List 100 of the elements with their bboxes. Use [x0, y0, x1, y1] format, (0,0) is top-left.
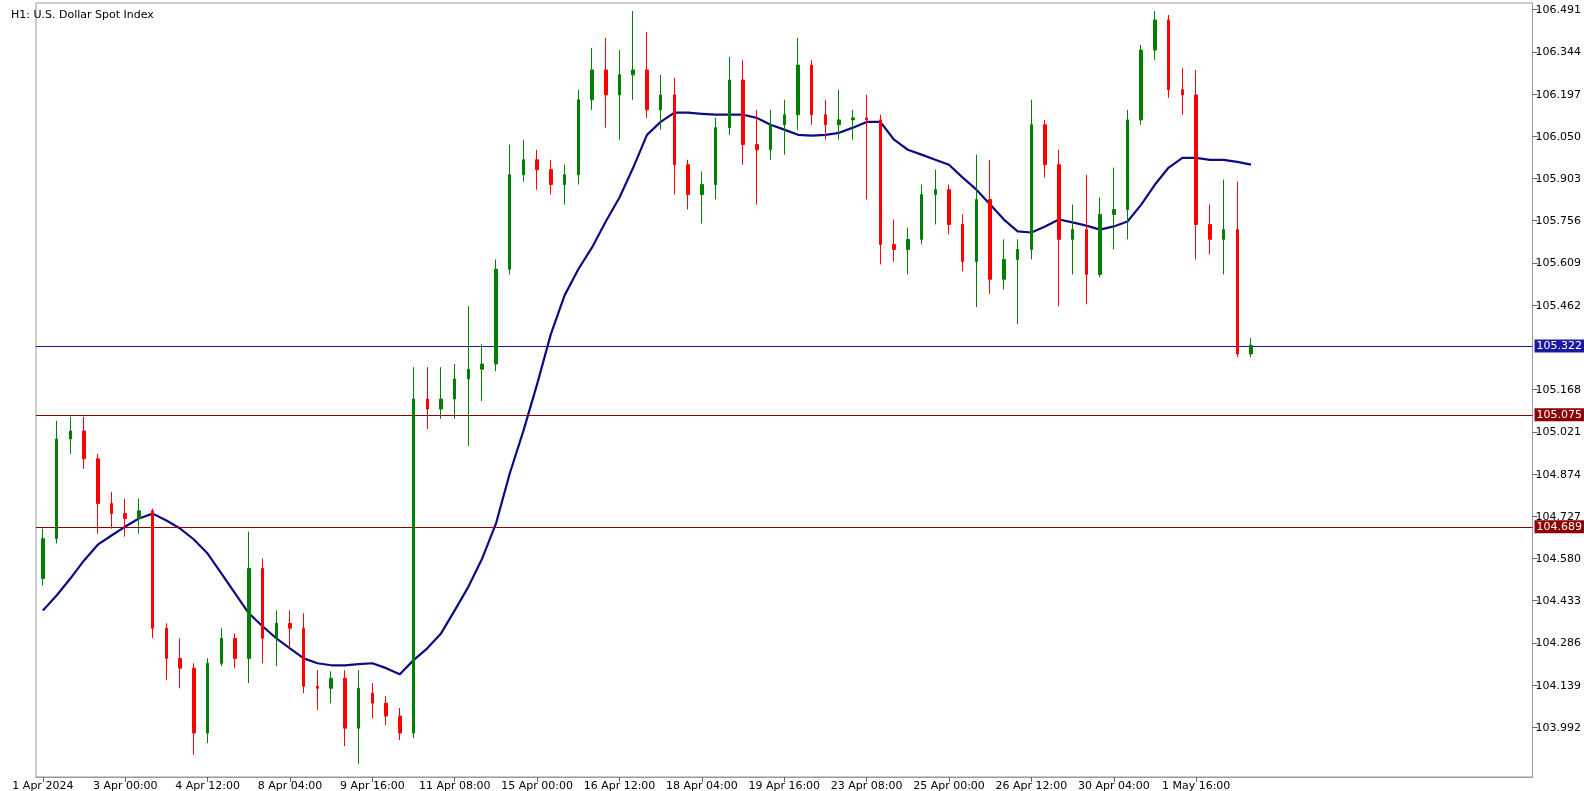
candlestick: [206, 657, 209, 744]
candlestick: [1016, 238, 1019, 325]
candlestick: [1236, 181, 1239, 358]
candlestick: [535, 149, 539, 191]
candlestick: [631, 10, 635, 101]
x-tick-label: 1 Apr 2024: [12, 779, 74, 791]
y-tick-label: 105.756: [1535, 214, 1582, 228]
candlestick: [796, 37, 800, 131]
candlestick: [261, 557, 264, 664]
candlestick: [1194, 69, 1198, 260]
candlestick: [700, 171, 704, 225]
candlestick: [1249, 337, 1253, 358]
candlestick: [879, 114, 882, 265]
candlestick: [824, 99, 827, 141]
candlestick: [728, 56, 731, 136]
candlestick: [920, 184, 923, 246]
candlestick: [96, 453, 100, 535]
candlestick: [384, 695, 388, 726]
candlestick: [1057, 149, 1061, 307]
candlestick: [741, 59, 745, 166]
y-tick-label: 104.727: [1535, 509, 1582, 523]
candlestick: [302, 612, 305, 694]
x-tick-label: 30 Apr 04:00: [1077, 779, 1150, 791]
x-tick-label: 8 Apr 04:00: [257, 779, 323, 791]
candlestick: [577, 89, 580, 186]
candlestick: [137, 498, 141, 535]
y-tick-label: 105.168: [1535, 383, 1582, 397]
x-tick-label: 23 Apr 08:00: [830, 779, 903, 791]
candlestick: [220, 627, 223, 667]
x-tick-label: 26 Apr 12:00: [995, 779, 1068, 791]
candlestick: [439, 366, 443, 420]
candlestick: [1222, 179, 1225, 275]
candlestick: [412, 366, 415, 739]
candlestick: [549, 159, 553, 196]
y-tick-label: 105.021: [1535, 425, 1582, 439]
candlestick: [810, 59, 813, 126]
x-tick-label: 18 Apr 04:00: [666, 779, 738, 791]
candlestick: [659, 74, 662, 131]
candlestick: [316, 669, 319, 711]
ref-line-label: 104.689: [1536, 520, 1583, 534]
candlestick: [467, 305, 470, 447]
candlestick: [178, 637, 182, 689]
candlestick: [1071, 204, 1074, 275]
candlestick: [371, 682, 374, 719]
candlestick: [769, 109, 772, 161]
candlestick: [69, 416, 72, 455]
x-tick-label: 25 Apr 00:00: [913, 779, 985, 791]
candlestick: [645, 31, 649, 119]
candlestick: [1208, 204, 1212, 255]
candlestick: [1181, 67, 1184, 116]
candlestick: [563, 164, 566, 206]
candlestick: [522, 139, 525, 183]
y-tick-label: 106.050: [1535, 129, 1582, 143]
y-tick-label: 106.491: [1535, 3, 1582, 17]
candlestick: [453, 363, 456, 420]
candlestick: [508, 144, 511, 275]
candlestick: [192, 662, 196, 756]
candlestick: [1153, 10, 1157, 61]
candlestick: [673, 77, 676, 196]
x-tick-label: 1 May 16:00: [1161, 779, 1231, 791]
candlestick: [480, 343, 484, 402]
candlestick: [1167, 14, 1170, 99]
candlestick: [865, 94, 868, 200]
candlestick: [494, 258, 498, 372]
candlestick: [783, 99, 786, 156]
candlestick: [686, 159, 690, 210]
candlestick: [1085, 174, 1088, 305]
candlestick: [1112, 167, 1116, 250]
y-tick-label: 105.903: [1535, 171, 1582, 185]
y-tick-label: 104.286: [1535, 636, 1582, 650]
candlestick: [1126, 109, 1129, 240]
candlestick: [55, 420, 58, 545]
x-tick-label: 19 Apr 16:00: [748, 779, 821, 791]
y-tick-label: 105.609: [1535, 256, 1582, 270]
candlestick: [837, 89, 841, 141]
x-tick-label: 16 Apr 12:00: [583, 779, 656, 791]
candlestick: [988, 159, 992, 295]
candlestick: [1030, 99, 1033, 260]
y-tick-label: 104.580: [1535, 551, 1582, 565]
candlestick: [1002, 238, 1006, 290]
candlestick: [1098, 196, 1102, 278]
x-tick-label: 4 Apr 12:00: [175, 779, 240, 791]
candlestick: [329, 670, 333, 704]
candlestick: [618, 49, 621, 141]
candlestick: [343, 669, 347, 747]
ref-line-label: 105.075: [1536, 408, 1583, 422]
y-tick-label: 104.139: [1535, 678, 1582, 692]
candlestick: [247, 531, 251, 684]
y-tick-label: 103.992: [1535, 720, 1582, 734]
ref-line-label: 105.322: [1536, 339, 1583, 353]
candlestick: [1043, 119, 1047, 179]
candlestick: [41, 528, 45, 586]
candlestick: [714, 117, 717, 200]
x-tick-label: 3 Apr 00:00: [92, 779, 158, 791]
candlestick: [851, 109, 855, 141]
y-tick-label: 105.462: [1535, 298, 1582, 312]
candlestick: [398, 707, 402, 741]
candlestick: [82, 416, 86, 470]
candlestick: [590, 47, 594, 111]
candlestick: [123, 498, 127, 538]
